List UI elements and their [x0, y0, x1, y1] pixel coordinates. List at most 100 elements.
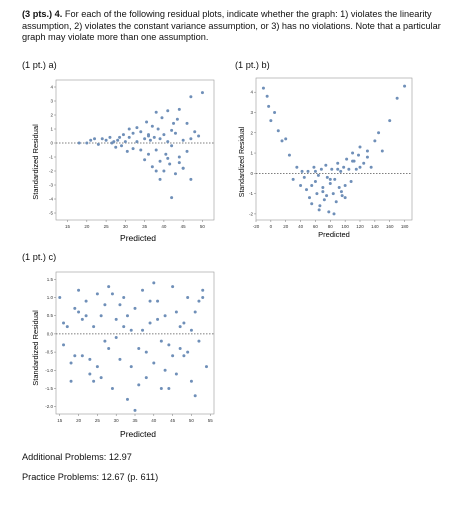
- y-tick-label: -4: [49, 197, 53, 202]
- data-point: [89, 138, 93, 142]
- data-point: [159, 339, 163, 343]
- data-point: [395, 96, 399, 100]
- data-point: [325, 175, 329, 179]
- data-point: [118, 303, 122, 307]
- data-point: [158, 137, 162, 141]
- data-point: [328, 181, 332, 185]
- data-point: [123, 140, 127, 144]
- data-point: [171, 285, 175, 289]
- data-point: [365, 149, 369, 153]
- data-point: [85, 141, 89, 145]
- data-point: [69, 361, 73, 365]
- data-point: [325, 194, 329, 198]
- x-tick-label: 20: [76, 418, 82, 423]
- data-point: [295, 165, 299, 169]
- plot-frame: [255, 77, 413, 221]
- data-point: [357, 153, 361, 157]
- data-point: [143, 158, 147, 162]
- data-point: [166, 140, 170, 144]
- data-point: [73, 306, 77, 310]
- x-tick-label: 45: [181, 224, 187, 229]
- data-point: [167, 387, 171, 391]
- data-point: [307, 196, 311, 200]
- y-tick-label: 1.5: [47, 277, 54, 282]
- x-tick-label: 50: [189, 418, 195, 423]
- data-point: [170, 144, 174, 148]
- data-point: [163, 314, 167, 318]
- data-point: [164, 152, 168, 156]
- data-point: [166, 109, 170, 113]
- data-point: [280, 139, 284, 143]
- x-tick-label: 55: [208, 418, 214, 423]
- residual-plot-c: Standardized Residual Predicted 1.5 1.0 0.…: [31, 271, 215, 439]
- data-point: [317, 208, 321, 212]
- data-point: [177, 155, 181, 159]
- data-point: [156, 299, 160, 303]
- data-point: [315, 192, 319, 196]
- data-point: [137, 346, 141, 350]
- y-tick-label: -1: [249, 191, 253, 196]
- data-point: [177, 107, 181, 111]
- data-point: [351, 151, 355, 155]
- data-point: [84, 299, 88, 303]
- data-point: [312, 165, 316, 169]
- data-point: [358, 165, 362, 169]
- data-point: [73, 354, 77, 358]
- data-point: [193, 130, 197, 134]
- data-point: [148, 321, 152, 325]
- data-point: [318, 204, 322, 208]
- data-point: [154, 148, 158, 152]
- data-point: [58, 295, 62, 299]
- data-point: [167, 343, 171, 347]
- data-point: [337, 186, 341, 190]
- x-tick-label: 0: [270, 224, 273, 229]
- data-point: [273, 110, 277, 114]
- data-point: [300, 169, 304, 173]
- data-point: [143, 137, 147, 141]
- data-point: [133, 408, 137, 412]
- data-point: [170, 128, 174, 132]
- data-point: [313, 169, 317, 173]
- data-point: [154, 169, 158, 173]
- data-point: [114, 317, 118, 321]
- data-point: [150, 165, 154, 169]
- y-tick-label: 3: [250, 110, 253, 115]
- data-point: [77, 141, 81, 145]
- x-tick-label: 30: [123, 224, 129, 229]
- x-tick-label: 40: [298, 224, 304, 229]
- y-tick-label: 0: [50, 141, 53, 146]
- data-point: [158, 177, 162, 181]
- x-tick-label: 20: [283, 224, 289, 229]
- data-point: [95, 292, 99, 296]
- data-point: [88, 372, 92, 376]
- data-point: [310, 202, 314, 206]
- data-point: [189, 95, 193, 99]
- data-point: [327, 210, 331, 214]
- data-point: [182, 321, 186, 325]
- data-point: [269, 119, 273, 123]
- data-point: [349, 179, 353, 183]
- data-point: [125, 314, 129, 318]
- data-point: [103, 339, 107, 343]
- data-point: [302, 175, 306, 179]
- data-point: [174, 372, 178, 376]
- data-point: [127, 127, 131, 131]
- plot-b-label: (1 pt.) b): [235, 60, 270, 70]
- data-point: [330, 167, 334, 171]
- data-point: [100, 137, 104, 141]
- data-point: [139, 130, 143, 134]
- data-point: [84, 314, 88, 318]
- data-point: [95, 365, 99, 369]
- y-tick-label: -2: [249, 211, 253, 216]
- y-tick-label: 1: [250, 151, 253, 156]
- data-point: [114, 336, 118, 340]
- data-point: [118, 135, 122, 139]
- data-point: [354, 167, 358, 171]
- data-point: [121, 133, 125, 137]
- y-tick-label: -2.0: [45, 404, 53, 409]
- data-point: [267, 104, 271, 108]
- data-point: [369, 165, 373, 169]
- data-point: [141, 328, 145, 332]
- data-point: [144, 350, 148, 354]
- y-tick-label: -1.5: [45, 386, 53, 391]
